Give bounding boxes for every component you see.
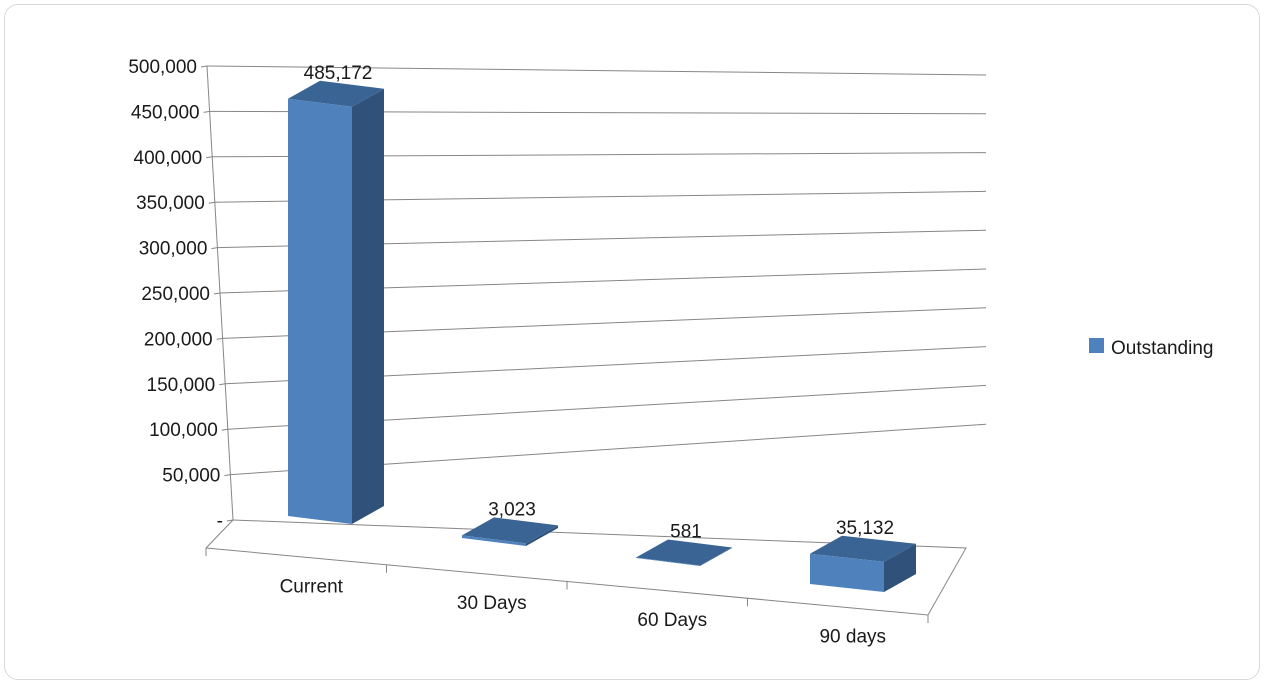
legend-label-outstanding: Outstanding xyxy=(1111,338,1213,359)
y-tick-label: 400,000 xyxy=(134,148,203,169)
y-tick-mark xyxy=(219,383,226,386)
y-tick-mark xyxy=(224,474,231,477)
category-label: 30 Days xyxy=(457,593,527,614)
y-tick-label: 150,000 xyxy=(147,375,216,396)
data-label: 581 xyxy=(670,522,702,543)
y-tick-mark xyxy=(208,201,215,204)
y-tick-label: 450,000 xyxy=(131,102,200,123)
x-axis-categories: Current 30 Days 60 Days 90 days xyxy=(205,548,929,648)
category-label: Current xyxy=(280,576,344,597)
legend-swatch-outstanding xyxy=(1089,338,1104,353)
bar-top xyxy=(810,535,916,562)
bar-30-days xyxy=(462,517,558,546)
bar-front xyxy=(288,98,352,525)
bar-current xyxy=(288,80,384,525)
bar-60-days xyxy=(636,539,732,566)
data-label: 35,132 xyxy=(836,518,894,539)
y-tick-mark xyxy=(211,247,218,250)
y-tick-label: - xyxy=(217,511,223,532)
bar-front xyxy=(636,557,700,566)
category-label: 90 days xyxy=(819,627,886,648)
category-label: 60 Days xyxy=(637,610,707,631)
data-label: 3,023 xyxy=(488,499,536,520)
y-tick-label: 50,000 xyxy=(162,466,220,487)
gridline xyxy=(206,65,987,76)
y-tick-mark xyxy=(221,428,228,431)
bar-90-days xyxy=(810,535,916,592)
data-labels: 485,172 3,023 581 35,132 xyxy=(304,63,894,543)
bar-top xyxy=(288,80,384,107)
y-axis-ticks: - 50,000 100,000 150,000 200,000 250,000 300,0… xyxy=(128,57,234,532)
floor-left-edge xyxy=(205,519,234,549)
y-tick-mark xyxy=(226,519,234,522)
y-tick-mark xyxy=(200,65,208,68)
data-label: 485,172 xyxy=(304,63,373,84)
bar-side xyxy=(352,88,384,525)
y-tick-mark xyxy=(216,337,223,340)
bars xyxy=(288,80,916,592)
bar-side xyxy=(526,525,558,546)
y-tick-mark xyxy=(206,156,213,159)
y-tick-mark xyxy=(213,292,221,295)
bar-side xyxy=(700,547,732,566)
bar-front xyxy=(810,553,884,592)
y-tick-label: 350,000 xyxy=(136,193,205,214)
y-tick-label: 250,000 xyxy=(141,284,210,305)
y-tick-label: 500,000 xyxy=(128,57,197,78)
y-tick-label: 100,000 xyxy=(149,420,218,441)
bar-front xyxy=(462,535,526,546)
y-tick-label: 300,000 xyxy=(139,239,208,260)
y-tick-mark xyxy=(203,110,210,113)
bar-top xyxy=(462,517,558,544)
legend: Outstanding xyxy=(1089,338,1213,359)
bar-top xyxy=(636,539,732,566)
y-tick-label: 200,000 xyxy=(144,329,213,350)
chart-frame xyxy=(4,4,1260,680)
bar-side xyxy=(884,543,916,592)
